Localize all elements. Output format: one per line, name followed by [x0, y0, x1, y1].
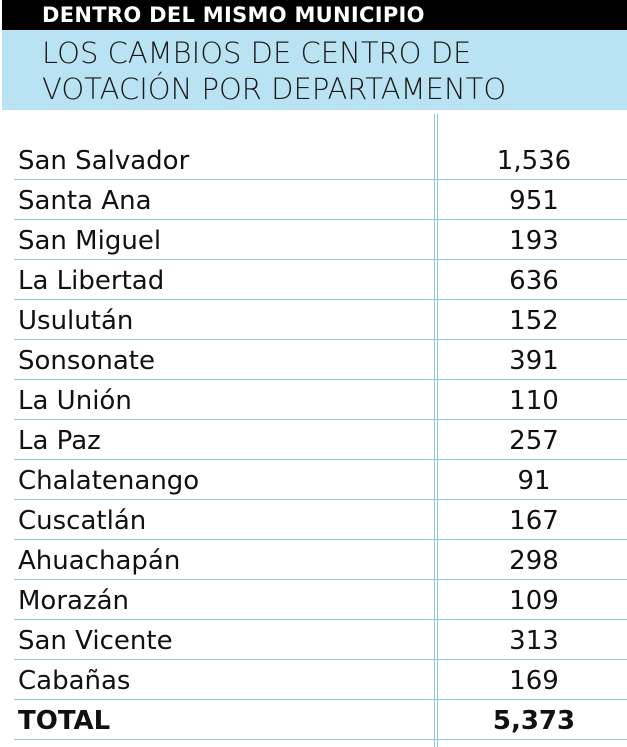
department-name: Usulután — [18, 306, 134, 336]
total-label: TOTAL — [18, 706, 111, 736]
department-name: La Unión — [18, 386, 132, 416]
department-name: San Salvador — [18, 146, 190, 176]
table-row: Sonsonate 391 — [14, 339, 627, 380]
table-row: Santa Ana 951 — [14, 179, 627, 220]
change-count: 636 — [509, 266, 559, 296]
total-row: TOTAL 5,373 — [14, 699, 627, 740]
table-row: Chalatenango 91 — [14, 459, 627, 500]
department-name: San Vicente — [18, 626, 173, 656]
change-count: 313 — [509, 626, 559, 656]
table-row: La Paz 257 — [14, 419, 627, 460]
table-row: San Salvador 1,536 — [14, 139, 627, 180]
header-bar: DENTRO DEL MISMO MUNICIPIO — [2, 0, 627, 30]
total-value: 5,373 — [492, 706, 576, 736]
table-row: Cuscatlán 167 — [14, 499, 627, 540]
change-count: 951 — [509, 186, 559, 216]
department-name: Cuscatlán — [18, 506, 147, 536]
column-divider — [437, 114, 438, 747]
table-row: Usulután 152 — [14, 299, 627, 340]
data-table: San Salvador 1,536 Santa Ana 951 San Miguel 1… — [0, 110, 627, 747]
change-count: 1,536 — [496, 146, 572, 176]
department-name: San Miguel — [18, 226, 162, 256]
department-name: La Paz — [18, 426, 101, 456]
department-name: Santa Ana — [18, 186, 152, 216]
department-name: Ahuachapán — [18, 546, 181, 576]
change-count: 110 — [509, 386, 559, 416]
subtitle-line-1: LOS CAMBIOS DE CENTRO DE — [42, 36, 472, 70]
department-name: Chalatenango — [18, 466, 200, 496]
department-name: Cabañas — [18, 666, 131, 696]
change-count: 152 — [509, 306, 559, 336]
department-name: La Libertad — [18, 266, 165, 296]
change-count: 169 — [509, 666, 559, 696]
subtitle-line-2: VOTACIÓN POR DEPARTAMENTO — [42, 72, 507, 106]
department-name: Sonsonate — [18, 346, 155, 376]
change-count: 167 — [509, 506, 559, 536]
department-name: Morazán — [18, 586, 130, 616]
table-row: San Vicente 313 — [14, 619, 627, 660]
change-count: 193 — [509, 226, 559, 256]
change-count: 109 — [509, 586, 559, 616]
change-count: 391 — [509, 346, 559, 376]
subtitle-box: LOS CAMBIOS DE CENTRO DE VOTACIÓN POR DE… — [2, 30, 627, 110]
table-row: San Miguel 193 — [14, 219, 627, 260]
subtitle: LOS CAMBIOS DE CENTRO DE VOTACIÓN POR DE… — [42, 35, 602, 107]
table-row: Ahuachapán 298 — [14, 539, 627, 580]
table-row: Cabañas 169 — [14, 659, 627, 700]
column-divider — [434, 114, 435, 747]
change-count: 298 — [509, 546, 559, 576]
table-row: Morazán 109 — [14, 579, 627, 620]
table-row: La Unión 110 — [14, 379, 627, 420]
table-row: La Libertad 636 — [14, 259, 627, 300]
change-count: 257 — [509, 426, 559, 456]
header-title: DENTRO DEL MISMO MUNICIPIO — [42, 3, 425, 27]
change-count: 91 — [517, 466, 551, 496]
